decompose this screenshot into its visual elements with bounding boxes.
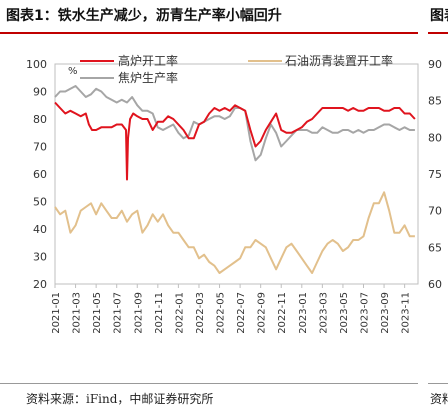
right-tick-label: 65 bbox=[428, 241, 442, 254]
right-tick-label: 75 bbox=[428, 168, 442, 181]
next-figure-title-fragment: 图表 bbox=[430, 8, 448, 24]
left-axis-ticks: 20 30 40 50 60 70 80 90 100 bbox=[26, 58, 47, 291]
x-axis-ticks: 2021-01 2021-03 2021-05 2021-07 2021-09 2021-… bbox=[51, 284, 412, 334]
x-tick-label: 2023-09 bbox=[380, 292, 391, 334]
x-tick-label: 2023-07 bbox=[359, 292, 370, 334]
x-tick-label: 2023-03 bbox=[318, 292, 329, 334]
plot-border bbox=[54, 63, 419, 285]
left-tick-label: 50 bbox=[33, 196, 47, 209]
right-tick-label: 80 bbox=[428, 131, 442, 144]
line-chart: 20 30 40 50 60 70 80 90 100 60 65 70 75 80 85 90 2021-… bbox=[26, 53, 442, 334]
right-tick-label: 70 bbox=[428, 205, 442, 218]
x-tick-label: 2021-11 bbox=[154, 292, 165, 334]
right-tick-label: 85 bbox=[428, 95, 442, 108]
legend-label-1: 焦炉生产率 bbox=[118, 70, 178, 85]
x-tick-label: 2021-03 bbox=[72, 292, 83, 334]
next-source-rule bbox=[428, 383, 448, 384]
left-tick-label: 100 bbox=[26, 58, 47, 71]
left-tick-label: 60 bbox=[33, 168, 47, 181]
chart-frame bbox=[54, 63, 419, 285]
x-tick-label: 2022-09 bbox=[257, 292, 268, 334]
series-layer bbox=[54, 85, 416, 274]
right-axis-ticks: 60 65 70 75 80 85 90 bbox=[428, 58, 442, 291]
x-tick-label: 2021-07 bbox=[113, 292, 124, 334]
unit-label: % bbox=[68, 66, 78, 77]
legend-label-2: 石油沥青装置开工率 bbox=[285, 53, 393, 68]
left-tick-label: 20 bbox=[33, 278, 47, 291]
left-tick-label: 90 bbox=[33, 86, 47, 99]
right-tick-label: 90 bbox=[428, 58, 442, 71]
left-tick-label: 40 bbox=[33, 223, 47, 236]
legend-label-0: 高炉开工率 bbox=[118, 53, 178, 68]
left-tick-label: 70 bbox=[33, 141, 47, 154]
source-note: 资料来源：iFind，中邮证券研究所 bbox=[26, 392, 214, 406]
series-line-2 bbox=[54, 191, 415, 274]
next-title-rule bbox=[428, 32, 448, 34]
series-line-1 bbox=[54, 85, 415, 162]
x-tick-label: 2022-05 bbox=[216, 292, 227, 334]
left-tick-label: 30 bbox=[33, 251, 47, 264]
x-tick-label: 2021-09 bbox=[133, 292, 144, 334]
title-rule bbox=[0, 32, 418, 34]
next-source-fragment: 资料 bbox=[430, 392, 448, 406]
figure-title: 图表1：铁水生产减少，沥青生产率小幅回升 bbox=[6, 8, 282, 24]
x-tick-label: 2022-03 bbox=[195, 292, 206, 334]
x-tick-label: 2021-01 bbox=[51, 292, 62, 334]
x-tick-label: 2022-11 bbox=[277, 292, 288, 334]
left-tick-label: 80 bbox=[33, 113, 47, 126]
x-tick-label: 2023-05 bbox=[339, 292, 350, 334]
series-line-0 bbox=[54, 101, 416, 181]
x-tick-label: 2023-01 bbox=[298, 292, 309, 334]
x-tick-label: 2021-05 bbox=[92, 292, 103, 334]
right-tick-label: 60 bbox=[428, 278, 442, 291]
x-tick-label: 2022-07 bbox=[236, 292, 247, 334]
x-tick-label: 2023-11 bbox=[401, 292, 412, 334]
x-tick-label: 2022-01 bbox=[174, 292, 185, 334]
source-rule bbox=[0, 383, 418, 384]
